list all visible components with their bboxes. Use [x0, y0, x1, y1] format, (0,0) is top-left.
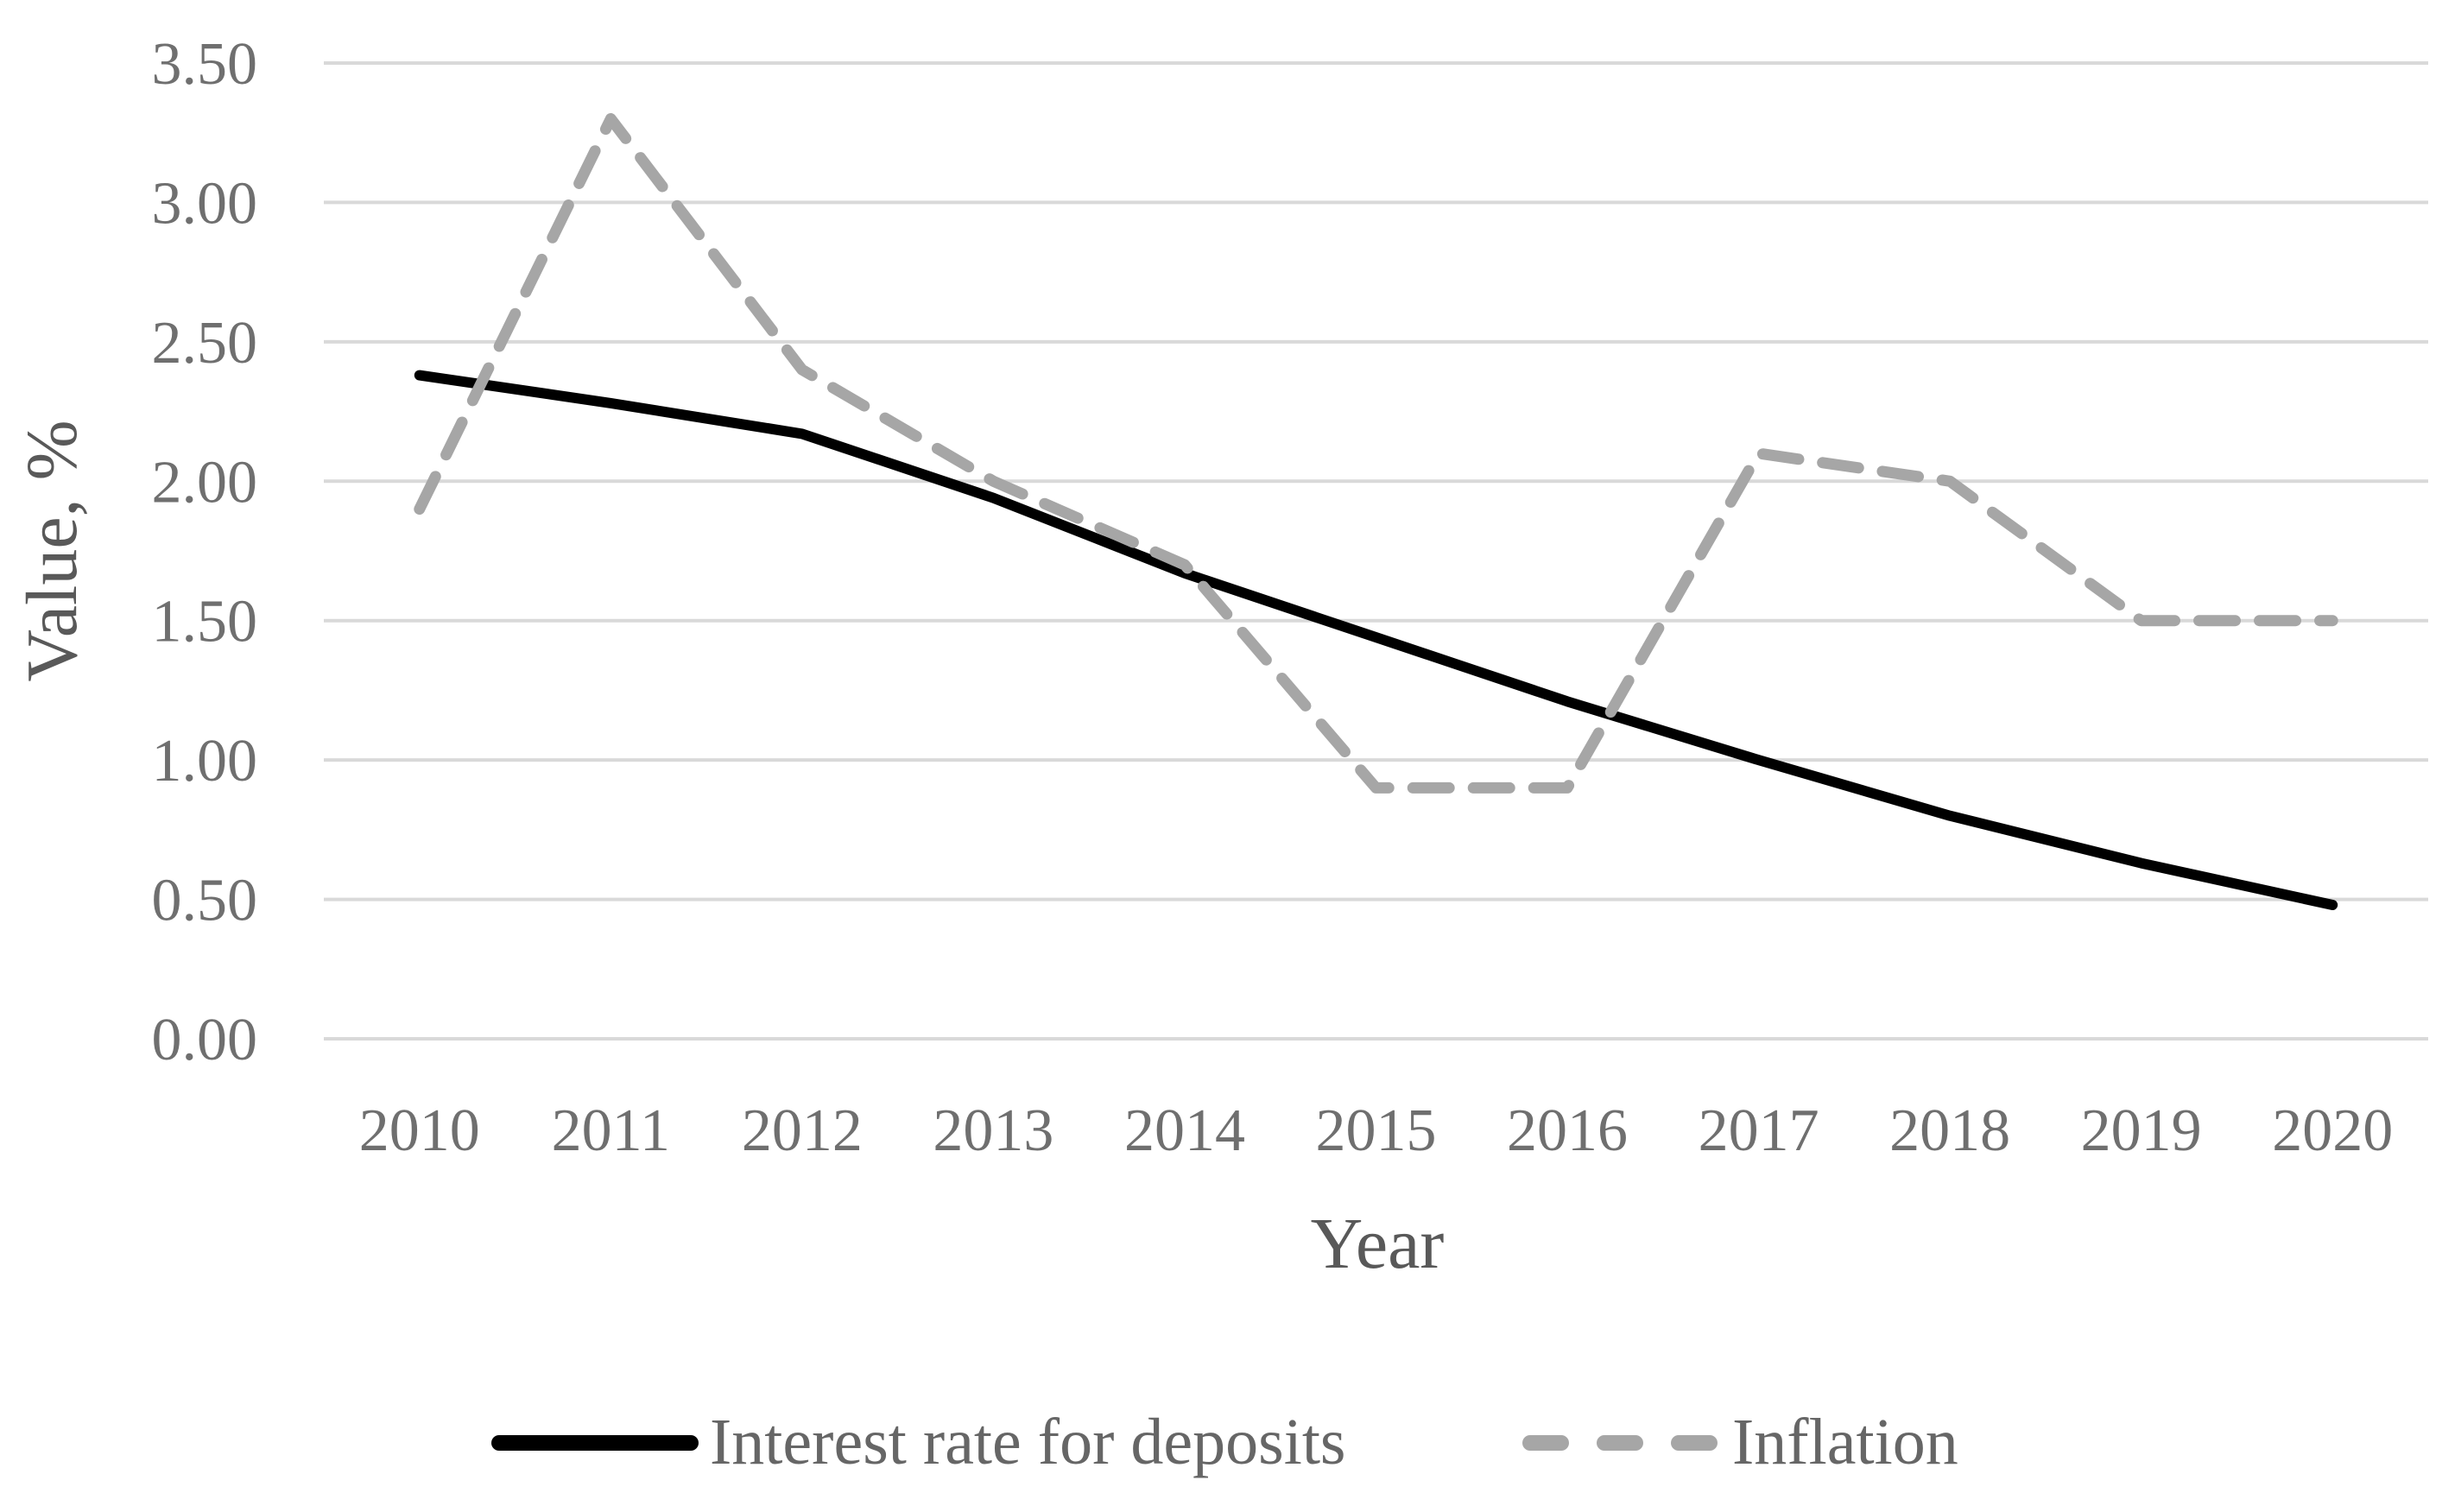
series-line-inflation	[414, 113, 2338, 794]
x-tick-label: 2015	[1316, 1098, 1437, 1164]
x-axis-title: Year	[1311, 1204, 1445, 1284]
gridlines	[324, 61, 2428, 1041]
x-tick-label: 2018	[1889, 1098, 2010, 1164]
x-tick-label: 2020	[2272, 1098, 2393, 1164]
y-axis-tick-labels: 0.00 0.50 1.00 1.50 2.00 2.50 3.00 3.50	[152, 31, 258, 1073]
x-tick-label: 2016	[1507, 1098, 1628, 1164]
series-line-interest-rate	[414, 370, 2338, 911]
x-tick-label: 2012	[742, 1098, 863, 1164]
x-tick-label: 2010	[359, 1098, 480, 1164]
y-axis-title: Value, %	[12, 420, 92, 681]
y-tick-label: 1.00	[152, 728, 258, 794]
x-axis-tick-labels: 2010 2011 2012 2013 2014 2015 2016 2017 2018 2019…	[359, 1098, 2393, 1164]
legend: Interest rate for deposits Inflation	[491, 1406, 1958, 1478]
y-tick-label: 1.50	[152, 589, 258, 655]
x-tick-label: 2014	[1124, 1098, 1245, 1164]
y-tick-label: 0.50	[152, 868, 258, 934]
x-tick-label: 2017	[1699, 1098, 1819, 1164]
x-tick-label: 2019	[2081, 1098, 2202, 1164]
legend-label-inflation: Inflation	[1732, 1406, 1958, 1478]
y-tick-label: 2.00	[152, 449, 258, 516]
legend-label-interest-rate: Interest rate for deposits	[710, 1406, 1346, 1478]
x-tick-label: 2011	[552, 1098, 670, 1164]
y-tick-label: 0.00	[152, 1007, 258, 1073]
y-tick-label: 3.00	[152, 170, 258, 237]
x-tick-label: 2013	[933, 1098, 1053, 1164]
y-tick-label: 3.50	[152, 31, 258, 98]
y-tick-label: 2.50	[152, 310, 258, 376]
